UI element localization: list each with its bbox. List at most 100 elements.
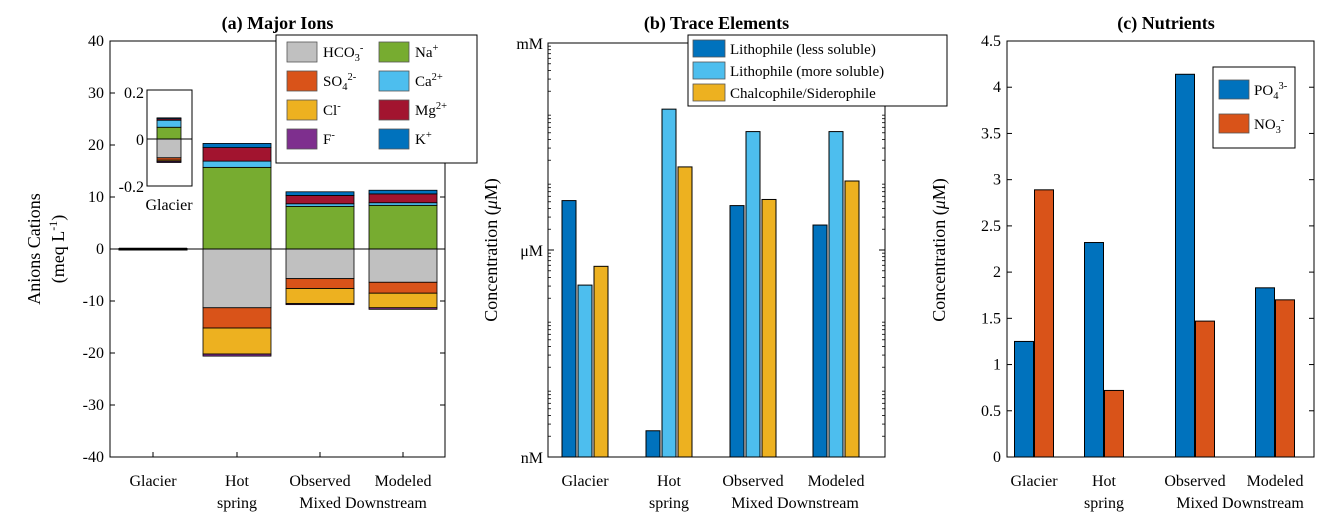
y-tick-label: μM [520,243,543,260]
x-tick-label: Observed [289,473,350,490]
bar-K [285,191,355,196]
y-tick-label: 40 [88,33,104,50]
legend-a: HCO3- SO42- Cl- F- Na+ Ca2+ Mg2+ K+ [275,34,478,164]
legend-swatch [286,70,318,92]
bar-Cl [368,292,438,309]
y-tick-label: 0.5 [981,403,1001,420]
y-tick-label: 20 [88,137,104,154]
y-tick-label: nM [521,450,543,467]
x-tick-label: Observed [1164,473,1225,490]
bar-Cl [285,288,355,304]
x-tick-label: Modeled [808,473,865,490]
axes-c [1006,40,1315,458]
bar-Ca2 [202,160,272,168]
bar-Cl [202,327,272,355]
bar-po43 [1175,73,1195,458]
bar-F [368,307,438,310]
bar-lithophile--more-soluble- [661,108,677,458]
y-tick-label: -40 [83,449,104,466]
legend-swatch [378,99,410,121]
bar-F [285,303,355,306]
inset-bar-F [156,160,182,163]
x-tick-label: Hot [1092,473,1117,490]
bar-po43 [1014,340,1034,458]
legend-label: Cl- [323,101,341,119]
bar-no3 [1104,389,1124,458]
legend-box [687,34,948,107]
inset-y-tick-label: -0.2 [119,179,144,196]
legend-c: PO43- NO3- [1212,66,1296,149]
legend-label: SO42- [323,72,357,93]
y-tick-label: 1 [993,357,1001,374]
y-axis-label-group: Anions Cations [24,193,44,305]
bar-chalcophile-siderophile [844,180,860,458]
bar-lithophile--less-soluble- [812,224,828,458]
x-tick-label: Hot [657,473,682,490]
bar-po43 [1255,287,1275,458]
bar-SO42 [202,307,272,329]
legend-label: NO3- [1254,115,1285,136]
bar-no3 [1034,189,1054,458]
y-axis-label-group: Concentration (μM) [481,178,502,322]
bar-Mg2 [368,193,438,204]
group-label: Mixed Downstream [731,495,859,512]
x-tick-label: Glacier [1010,473,1058,490]
y-tick-label: mM [516,36,543,53]
bar-lithophile--more-soluble- [577,284,593,458]
y-tick-label: -10 [83,293,104,310]
bar-lithophile--less-soluble- [561,200,577,458]
legend-swatch [378,41,410,63]
bar-Na [285,205,355,250]
x-tick-label: Modeled [1247,473,1304,490]
bar-K [368,189,438,195]
y-tick-label: 3.5 [981,125,1001,142]
group-label: Mixed Downstream [299,495,427,512]
inset-bar-K [156,117,182,120]
bar-HCO3 [202,248,272,309]
x-tick-label: spring [217,495,257,512]
y-tick-label: -30 [83,397,104,414]
legend-label: F- [323,130,335,148]
bar-Mg2 [285,195,355,205]
x-tick-label: spring [1084,495,1124,512]
bar-chalcophile-siderophile [761,198,777,458]
y-tick-label: 4.5 [981,33,1001,50]
bar-no3 [1275,299,1295,458]
inset-bar-HCO3 [156,138,182,159]
legend-label: Ca2+ [415,72,443,90]
legend-swatch [692,39,726,58]
bar-Na [202,166,272,250]
inset-bar-Ca2 [156,119,182,128]
legend-b: Lithophile (less soluble) Lithophile (mor… [687,34,948,107]
y-tick-label: 30 [88,85,104,102]
y-axis-unit: (meq L-1) [46,215,69,283]
chart-title: (c) Nutrients [1117,13,1214,34]
x-tick-label: Hot [225,473,250,490]
y-tick-label: 0 [96,241,104,258]
y-tick-label: 0 [993,449,1001,466]
bar-lithophile--less-soluble- [729,205,745,458]
bar-SO42 [285,278,355,289]
legend-swatch [378,70,410,92]
legend-label: PO43- [1254,81,1288,102]
y-tick-label: -20 [83,345,104,362]
x-tick-label: Glacier [561,473,609,490]
bar-Na [368,204,438,250]
legend-label: K+ [415,130,432,148]
bar-Mg2 [202,147,272,162]
bar-F [202,353,272,357]
legend-label: Lithophile (more soluble) [730,64,884,80]
legend-box [1212,66,1296,149]
y-tick-label: 2.5 [981,218,1001,235]
bar-HCO3 [368,248,438,283]
y-tick-label: 2 [993,264,1001,281]
bar-chalcophile-siderophile [593,265,609,458]
y-tick-label: 4 [993,79,1001,96]
legend-swatch [1218,113,1250,134]
x-tick-label: Observed [722,473,783,490]
bar-lithophile--less-soluble- [645,430,661,458]
y-axis-label-group: Concentration (μM) [929,178,950,322]
legend-label: Mg2+ [415,101,447,119]
legend-swatch [1218,79,1250,100]
